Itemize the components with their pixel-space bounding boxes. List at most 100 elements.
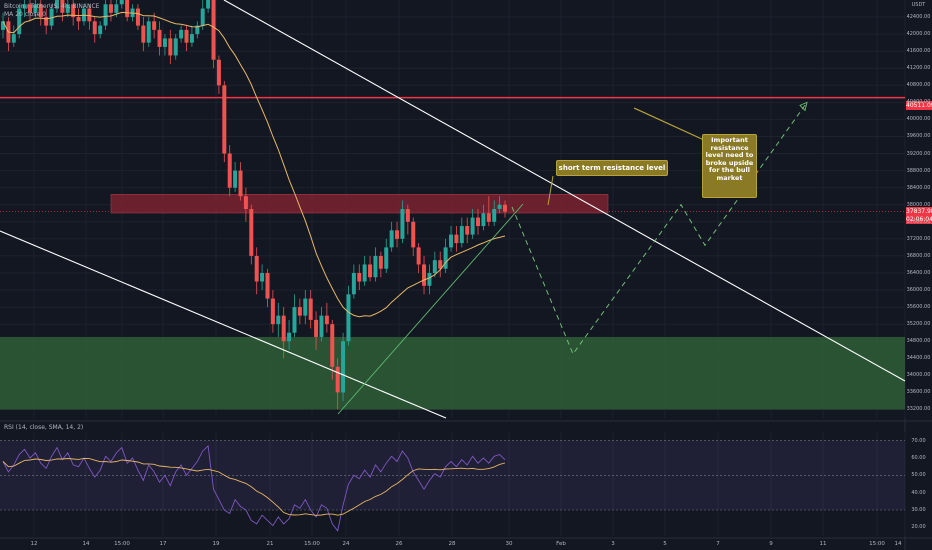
rsi-axis-tick: 40.00 [911, 489, 926, 496]
projection-arrowhead [799, 101, 808, 112]
candle-body [65, 4, 70, 13]
candle-body [103, 4, 108, 26]
candle-body [324, 315, 329, 325]
candle-body [308, 298, 313, 320]
price-axis-tick: 34000.00 [906, 372, 931, 379]
time-axis-tick: 19 [212, 541, 220, 547]
candle-body [184, 29, 189, 43]
candle-body [465, 226, 470, 235]
price-axis-tick: 39200.00 [906, 150, 931, 157]
candle-body [33, 4, 38, 13]
support-zone [0, 336, 905, 410]
time-axis-tick: 9 [769, 541, 773, 547]
moving-average-line [2, 11, 506, 318]
candles [1, 0, 507, 410]
candle-body [92, 21, 97, 35]
candle-body [416, 247, 421, 265]
candle-body [405, 209, 410, 222]
time-axis-tick: 14 [82, 541, 90, 547]
candle-body [211, 0, 216, 60]
candle-body [54, 0, 59, 9]
candle-body [454, 234, 459, 244]
candle-body [378, 255, 383, 269]
candle-body [114, 4, 119, 13]
candle-body [292, 307, 297, 333]
candle-body [492, 209, 497, 222]
candle-body [335, 366, 340, 393]
candle-body [432, 260, 437, 273]
price-axis-tick: 36400.00 [906, 269, 931, 276]
candle-body [373, 255, 378, 278]
price-axis-tick: 33200.00 [906, 406, 931, 413]
price-axis-tick: 36000.00 [906, 287, 931, 294]
time-axis-tick: 3 [611, 541, 615, 547]
candle-body [368, 264, 373, 278]
candle-body [314, 319, 319, 337]
ma-legend: MA 20 close 0 [4, 11, 46, 18]
price-axis-tick: 36800.00 [906, 252, 931, 259]
rsi-ma-line [2, 457, 506, 516]
candle-body [449, 234, 454, 248]
candle-body [195, 25, 200, 35]
rsi-legend: RSI (14, close, SMA, 14, 2) [4, 424, 83, 431]
candle-body [152, 21, 157, 30]
short-term-resistance-text: short term resistance level [558, 164, 666, 172]
ascending-trendline [337, 203, 524, 415]
candle-body [216, 59, 221, 86]
candle-body [206, 0, 211, 9]
price-axis-tick: 40800.00 [906, 82, 931, 89]
ma-label: MA 20 close 0 [4, 11, 46, 18]
rsi-axis-tick: 70.00 [911, 437, 926, 444]
price-axis-tick: 34800.00 [906, 338, 931, 345]
short-term-resistance-zone [110, 194, 609, 214]
rsi-label: RSI (14, close, SMA, 14, 2) [4, 424, 84, 431]
price-axis-tick: 41600.00 [906, 48, 931, 55]
descending-trendline-lower [0, 230, 447, 419]
candle-body [481, 213, 486, 227]
candle-body [11, 34, 16, 43]
candle-body [222, 85, 227, 154]
time-axis-tick: 14 [894, 541, 902, 547]
price-axis-tick: 42400.00 [906, 14, 931, 21]
candle-body [1, 21, 5, 30]
price-axis-tick: 39600.00 [906, 133, 931, 140]
time-axis-tick: 17 [159, 541, 167, 547]
candle-body [76, 17, 81, 22]
rsi-axis-tick: 60.00 [911, 455, 926, 461]
rsi-axis-tick: 50.00 [911, 472, 926, 479]
candle-body [319, 315, 324, 337]
time-axis-tick: 15:00 [114, 541, 130, 547]
time-axis-tick: 15:00 [869, 541, 885, 547]
candle-body [168, 38, 173, 56]
short-term-resistance-note: short term resistance level [556, 160, 668, 176]
candle-body [179, 29, 184, 39]
candle-body [157, 29, 162, 47]
symbol-label: Bitcoin / TetherUS, 4h, BINANCE [4, 3, 100, 10]
candle-body [108, 4, 113, 13]
candle-body [497, 204, 502, 209]
time-axis-tick: 11 [819, 541, 827, 547]
candle-body [60, 0, 65, 13]
descending-trendline-upper [223, 0, 906, 382]
price-axis-tick: 37200.00 [906, 235, 931, 242]
candle-body [27, 4, 32, 13]
candle-body [341, 341, 346, 393]
time-axis-tick: 28 [448, 541, 456, 547]
symbol-legend: Bitcoin / TetherUS, 4h, BINANCE [4, 3, 99, 10]
candle-body [119, 0, 124, 5]
candle-body [330, 324, 335, 367]
candle-body [173, 38, 178, 56]
short-term-note-pointer [547, 175, 554, 206]
rsi-axis-tick: 30.00 [911, 507, 926, 513]
candle-body [243, 196, 248, 209]
time-axis-tick: 30 [505, 541, 513, 547]
candle-body [71, 4, 76, 18]
candle-body [486, 213, 491, 222]
candle-body [135, 8, 140, 26]
candle-body [422, 264, 427, 286]
candle-body [351, 272, 356, 295]
candle-body [189, 34, 194, 43]
time-axis-tick: 15:00 [304, 541, 320, 547]
